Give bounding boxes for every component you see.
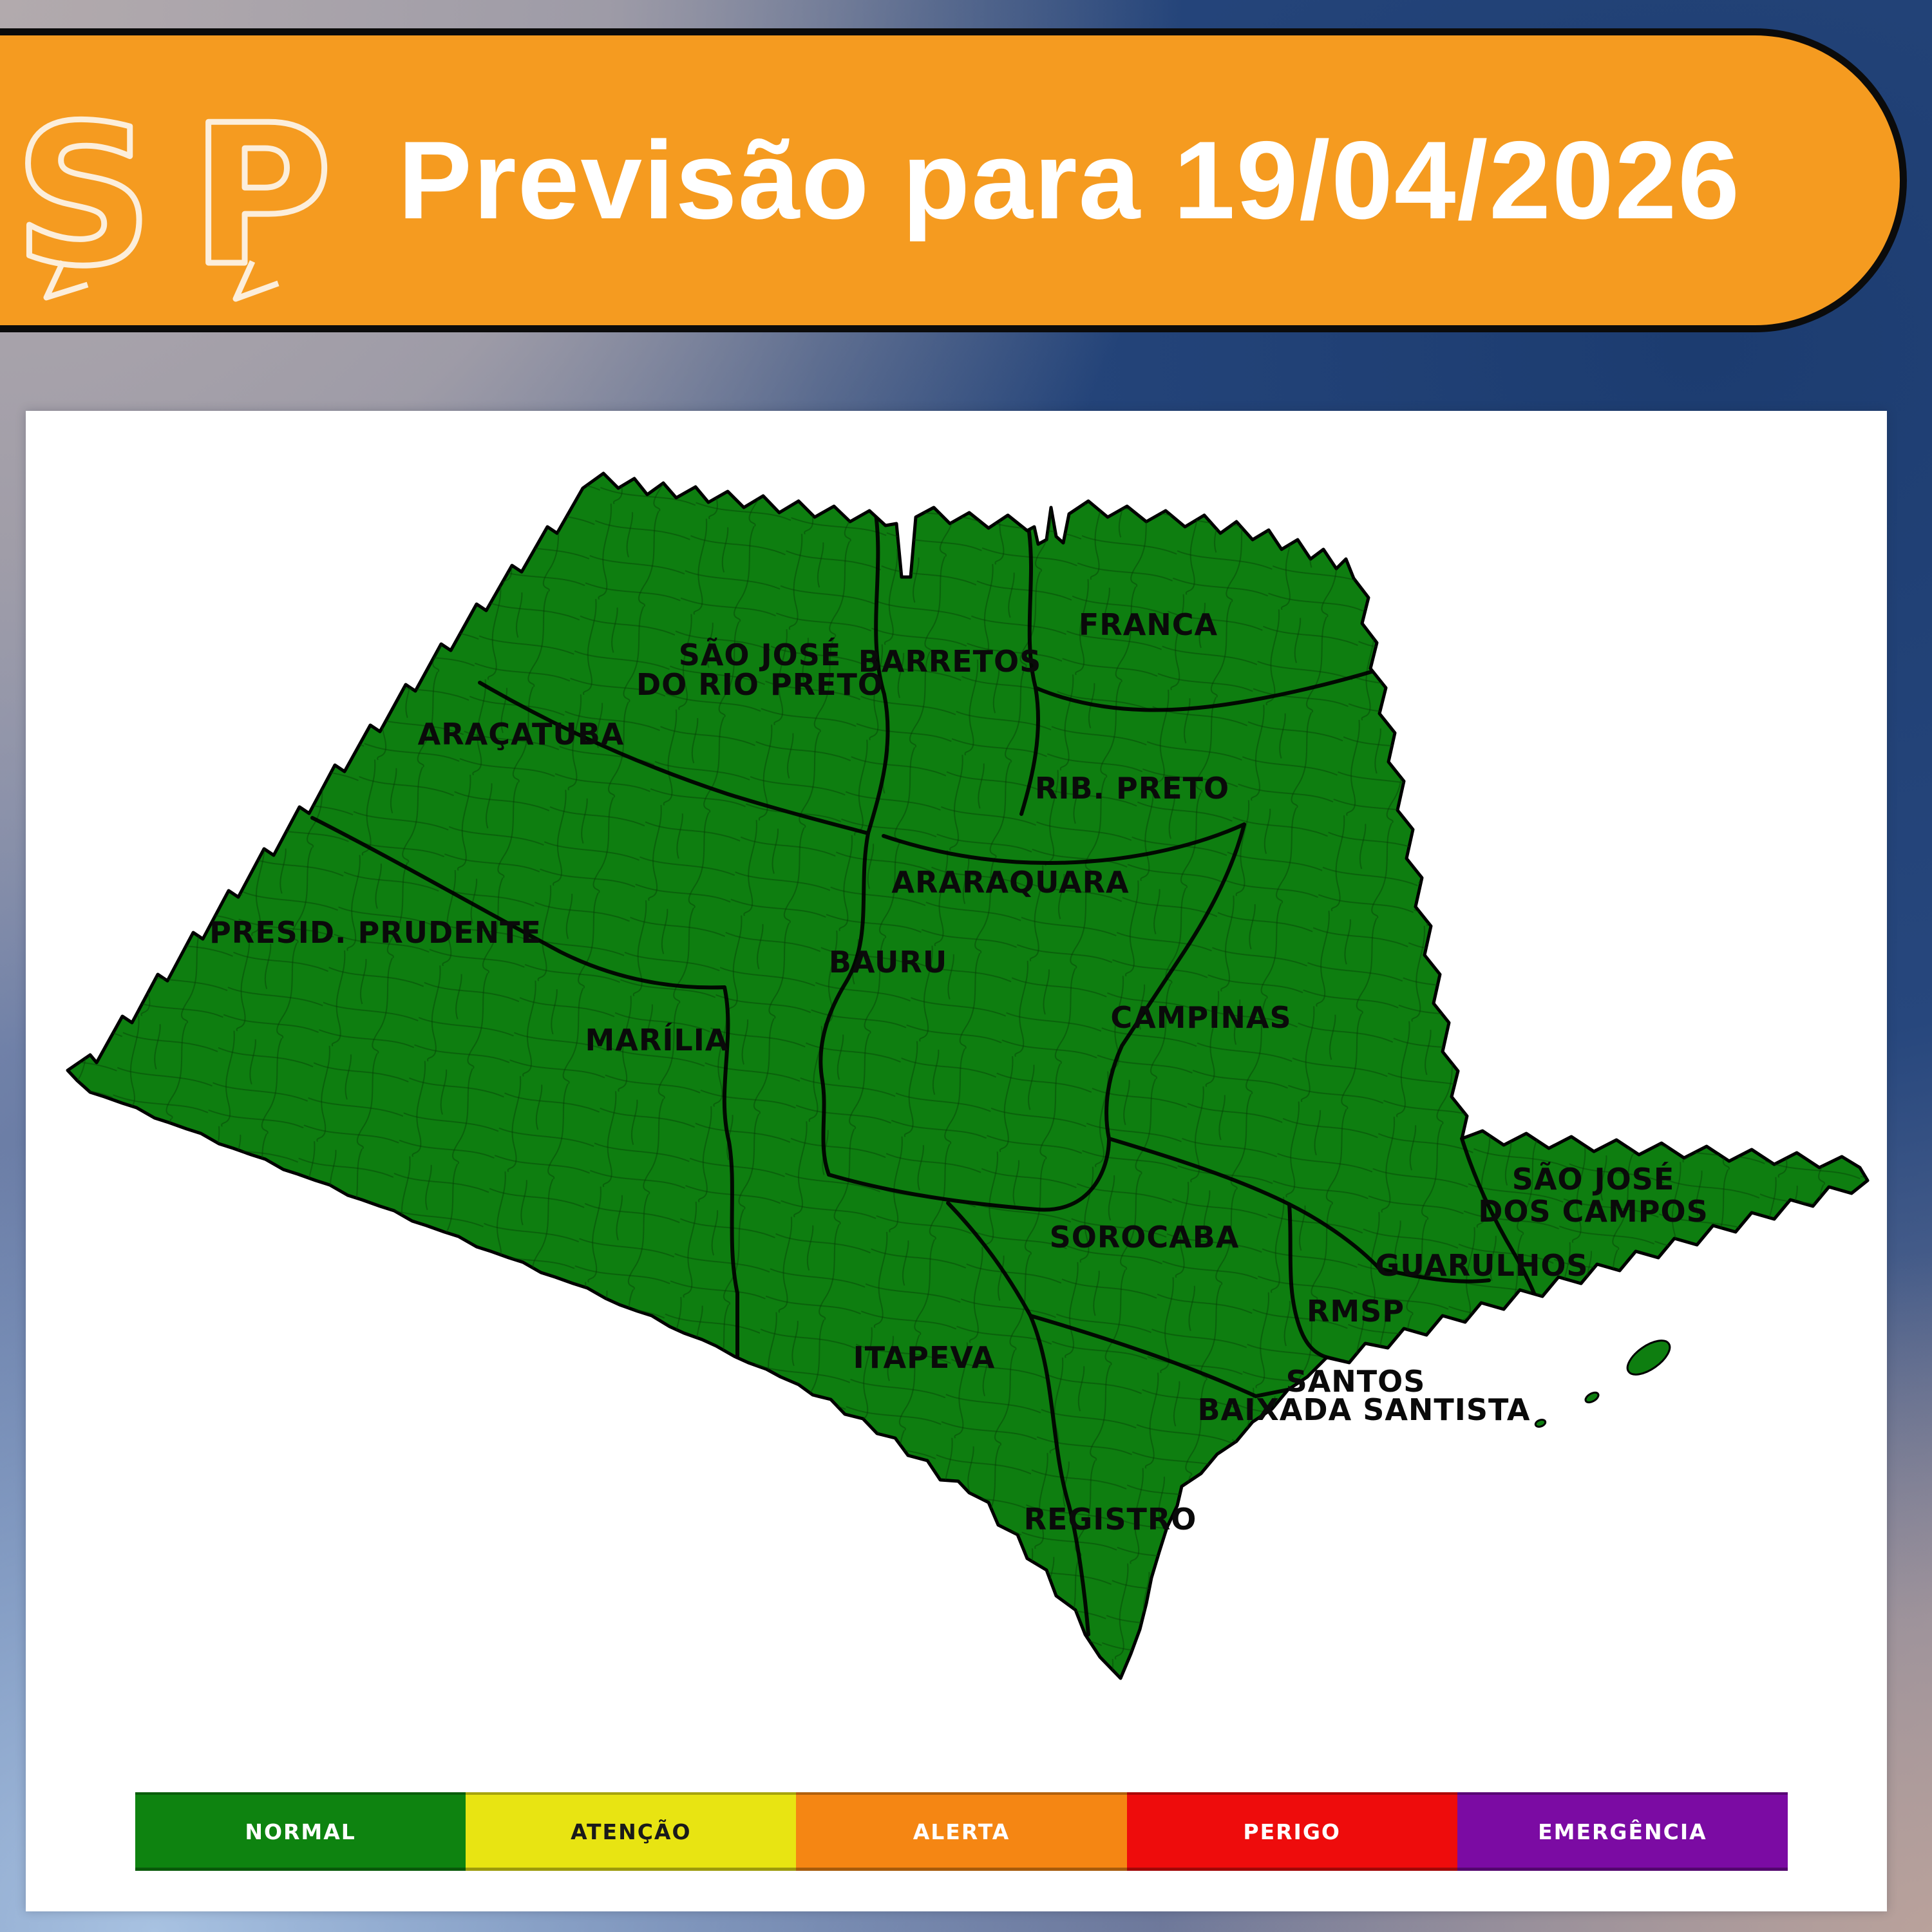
header-banner: Previsão para 19/04/2026 [0, 28, 1907, 332]
region-label-rib-preto: RIB. PRETO [1035, 771, 1229, 806]
region-label-itapeva: ITAPEVA [853, 1340, 996, 1375]
region-label-sao-jose-do-rio-preto-line2: DO RIO PRETO [636, 667, 884, 702]
region-labels: SÃO JOSÉ DO RIO PRETO BARRETOS FRANCA AR… [209, 607, 1709, 1537]
region-label-guarulhos: GUARULHOS [1375, 1248, 1588, 1283]
region-label-franca: FRANCA [1079, 607, 1218, 642]
region-label-santos: SANTOS [1286, 1364, 1426, 1399]
map-panel: SÃO JOSÉ DO RIO PRETO BARRETOS FRANCA AR… [26, 411, 1887, 1911]
region-label-aracatuba: ARAÇATUBA [418, 717, 625, 752]
legend-item-normal: NORMAL [135, 1792, 466, 1871]
logo-bubble-tail-s [43, 260, 89, 301]
sp-logo-icon: SP [12, 90, 370, 303]
region-label-campinas: CAMPINAS [1110, 1000, 1291, 1035]
state-map: SÃO JOSÉ DO RIO PRETO BARRETOS FRANCA AR… [66, 471, 1870, 1680]
legend-item-alerta: ALERTA [796, 1792, 1127, 1871]
region-label-baixada-santista: BAIXADA SANTISTA [1198, 1392, 1531, 1427]
municipality-borders-texture [68, 473, 1868, 1678]
legend-item-perigo: PERIGO [1126, 1792, 1457, 1871]
legend-item-emergencia: EMERGÊNCIA [1457, 1792, 1788, 1871]
region-label-presid-prudente: PRESID. PRUDENTE [209, 915, 542, 950]
region-label-bauru: BAURU [829, 945, 947, 980]
region-label-rmsp: RMSP [1307, 1294, 1405, 1329]
region-label-sao-jose-do-rio-preto-line1: SÃO JOSÉ [679, 637, 842, 672]
region-borders [310, 512, 1546, 1636]
region-label-sao-jose-dos-campos-line2: DOS CAMPOS [1478, 1194, 1709, 1229]
region-label-registro: REGISTRO [1024, 1502, 1197, 1537]
region-label-sorocaba: SOROCABA [1050, 1220, 1240, 1255]
page-title: Previsão para 19/04/2026 [398, 118, 1741, 242]
alert-legend: NORMAL ATENÇÃO ALERTA PERIGO EMERGÊNCIA [135, 1792, 1788, 1871]
sp-logo-letters: SP [14, 90, 370, 303]
logo-bubble-tail-p [232, 260, 279, 302]
coastal-islands [1534, 1340, 1671, 1428]
legend-item-atencao: ATENÇÃO [466, 1792, 797, 1871]
region-label-marilia: MARÍLIA [585, 1023, 729, 1057]
region-label-barretos: BARRETOS [858, 644, 1042, 679]
region-label-sao-jose-dos-campos-line1: SÃO JOSÉ [1512, 1161, 1675, 1197]
region-label-araraquara: ARARAQUARA [891, 865, 1129, 900]
